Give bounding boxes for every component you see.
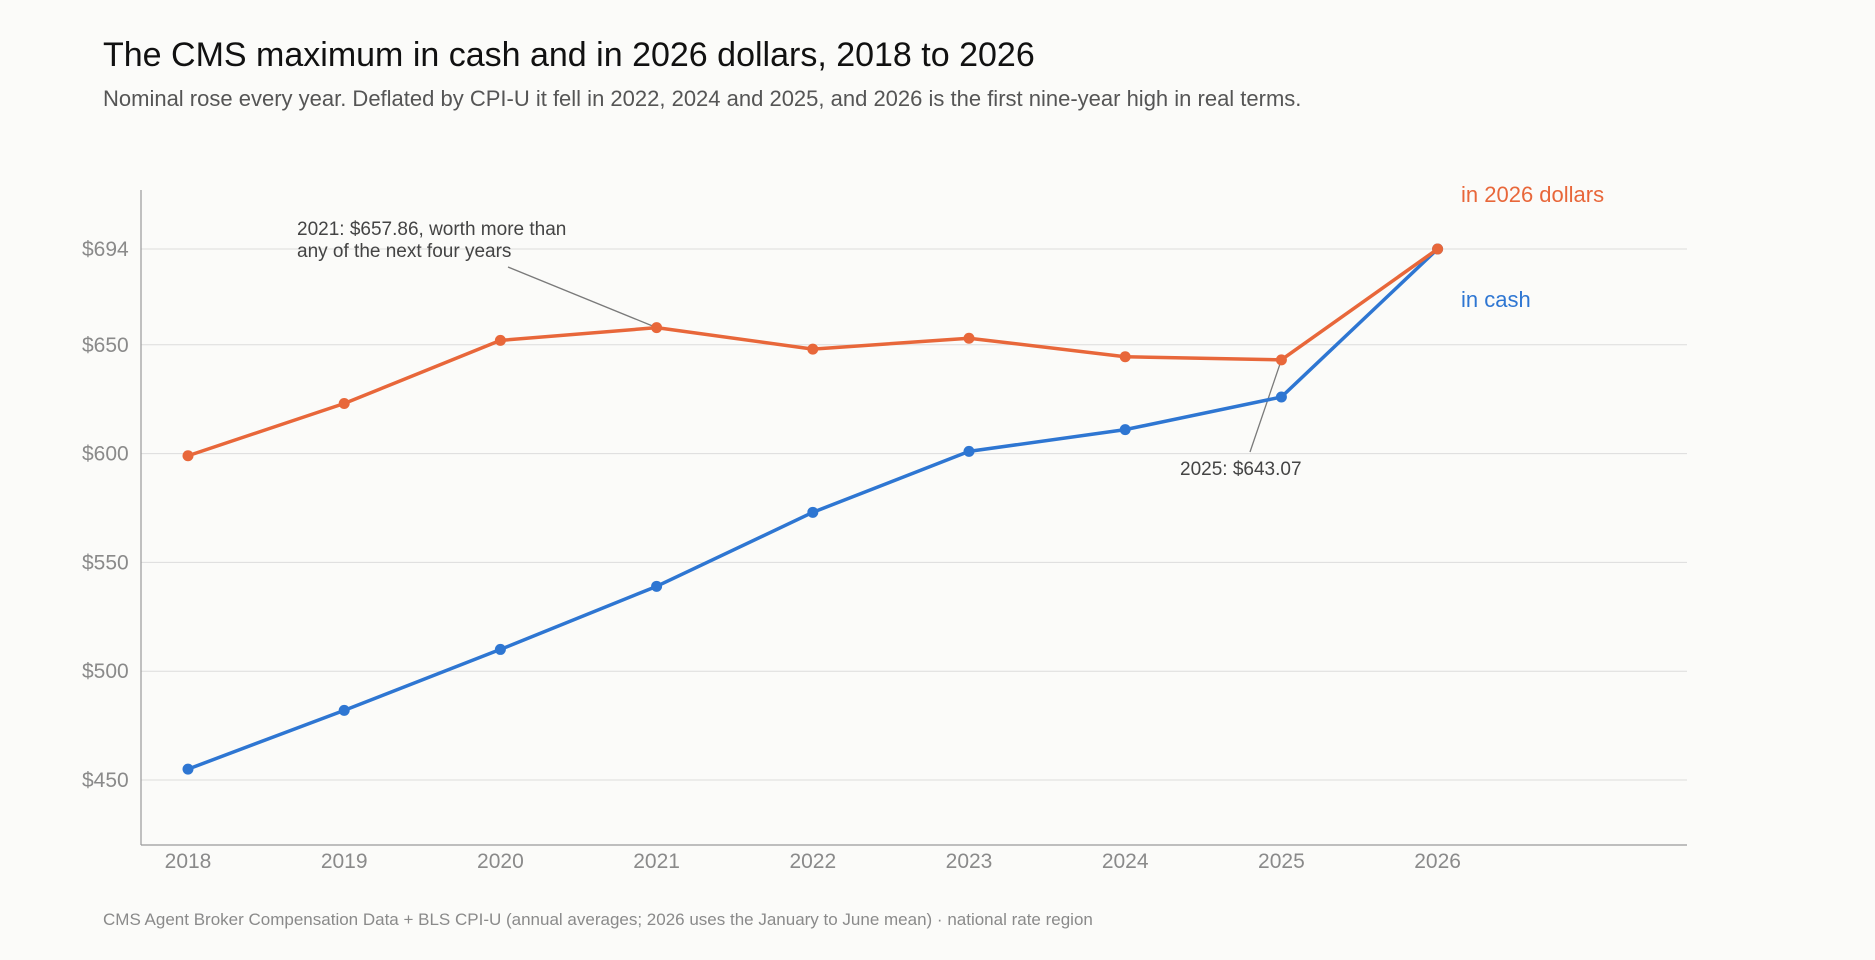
x-tick-label: 2018	[165, 850, 212, 873]
data-point	[1432, 243, 1444, 255]
x-tick-label: 2022	[789, 850, 836, 873]
x-tick-label: 2020	[477, 850, 524, 873]
data-point	[338, 398, 350, 410]
data-point	[807, 343, 819, 355]
data-point	[963, 445, 975, 457]
data-point	[651, 322, 663, 334]
series-label: in cash	[1461, 287, 1531, 312]
source-note: CMS Agent Broker Compensation Data + BLS…	[103, 910, 1093, 929]
annotation-leader	[507, 266, 657, 329]
data-point	[494, 334, 506, 346]
data-point	[1119, 424, 1131, 436]
x-tick-label: 2024	[1102, 850, 1149, 873]
y-tick-label: $600	[82, 443, 129, 466]
x-tick-label: 2025	[1258, 850, 1305, 873]
annotation-text: 2021: $657.86, worth more than	[297, 219, 566, 240]
chart-title: The CMS maximum in cash and in 2026 doll…	[103, 36, 1035, 74]
y-tick-label: $450	[82, 769, 129, 792]
x-tick-label: 2019	[321, 850, 368, 873]
x-tick-label: 2026	[1414, 850, 1461, 873]
y-tick-label: $650	[82, 334, 129, 357]
x-tick-label: 2021	[633, 850, 680, 873]
annotation-text: 2025: $643.07	[1180, 459, 1302, 480]
data-point	[1275, 354, 1287, 366]
data-point	[182, 450, 194, 462]
x-tick-label: 2023	[946, 850, 993, 873]
y-tick-label: $694	[82, 238, 129, 261]
data-point	[1119, 351, 1131, 363]
data-point	[963, 332, 975, 344]
annotation-leader	[1249, 359, 1283, 453]
y-tick-label: $550	[82, 551, 129, 574]
y-tick-label: $500	[82, 660, 129, 683]
data-point	[1275, 391, 1287, 403]
series-label: in 2026 dollars	[1461, 182, 1604, 207]
data-point	[338, 704, 350, 716]
data-point	[494, 643, 506, 655]
data-point	[807, 506, 819, 518]
data-point	[182, 763, 194, 775]
data-point	[651, 580, 663, 592]
annotation-text: any of the next four years	[297, 241, 511, 262]
chart-subtitle: Nominal rose every year. Deflated by CPI…	[103, 86, 1302, 111]
